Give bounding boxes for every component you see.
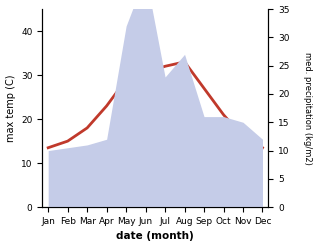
X-axis label: date (month): date (month)	[116, 231, 194, 242]
Y-axis label: max temp (C): max temp (C)	[5, 74, 16, 142]
Y-axis label: med. precipitation (kg/m2): med. precipitation (kg/m2)	[303, 52, 313, 165]
